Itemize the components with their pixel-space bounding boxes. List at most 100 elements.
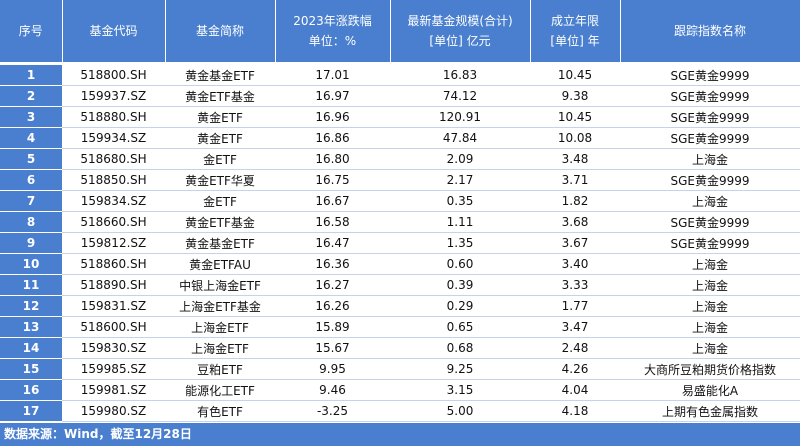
cell: 黄金ETF基金 <box>165 85 275 107</box>
header-line: 成立年限 <box>550 14 599 28</box>
cell: 3.48 <box>530 148 620 170</box>
cell: 1.77 <box>530 295 620 317</box>
row-index: 7 <box>0 190 62 212</box>
cell: 16.27 <box>275 274 390 296</box>
cell: 9.46 <box>275 379 390 401</box>
cell: 中银上海金ETF <box>165 274 275 296</box>
row-index: 8 <box>0 211 62 233</box>
row-index: 12 <box>0 295 62 317</box>
cell: 159834.SZ <box>62 190 165 212</box>
row-index: 3 <box>0 106 62 128</box>
cell: 518850.SH <box>62 169 165 191</box>
header-line: 基金简称 <box>195 24 244 38</box>
header-line: 2023年涨跌幅 <box>293 14 372 28</box>
cell: 黄金ETF基金 <box>165 211 275 233</box>
header-line: [单位] 亿元 <box>429 34 491 48</box>
cell: 黄金ETF <box>165 127 275 149</box>
row-index: 14 <box>0 337 62 359</box>
footer: 数据来源：Wind，截至12月28日 <box>0 423 800 446</box>
cell: 黄金ETF华夏 <box>165 169 275 191</box>
table-row: 6 518850.SH 黄金ETF华夏 16.75 2.17 3.71 SGE黄金9999 <box>0 169 800 191</box>
cell: 3.33 <box>530 274 620 296</box>
cell: 518860.SH <box>62 253 165 275</box>
cell: 159981.SZ <box>62 379 165 401</box>
cell: 黄金基金ETF <box>165 232 275 254</box>
cell: 3.40 <box>530 253 620 275</box>
cell: 金ETF <box>165 190 275 212</box>
cell: 3.67 <box>530 232 620 254</box>
table-row: 16 159981.SZ 能源化工ETF 9.46 3.15 4.04 易盛能化A <box>0 379 800 401</box>
cell: 15.67 <box>275 337 390 359</box>
cell: 上期有色金属指数 <box>620 400 800 422</box>
cell: 16.83 <box>390 63 530 86</box>
table-row: 8 518660.SH 黄金ETF基金 16.58 1.11 3.68 SGE黄金9999 <box>0 211 800 233</box>
row-index: 6 <box>0 169 62 191</box>
cell: SGE黄金9999 <box>620 85 800 107</box>
cell: 16.86 <box>275 127 390 149</box>
cell: 518880.SH <box>62 106 165 128</box>
table-row: 13 518600.SH 上海金ETF 15.89 0.65 3.47 上海金 <box>0 316 800 338</box>
header-line: 基金代码 <box>89 24 138 38</box>
row-index: 11 <box>0 274 62 296</box>
cell: SGE黄金9999 <box>620 63 800 86</box>
table-row: 12 159831.SZ 上海金ETF基金 16.26 0.29 1.77 上海金 <box>0 295 800 317</box>
cell: 上海金 <box>620 190 800 212</box>
cell: 74.12 <box>390 85 530 107</box>
cell: 0.29 <box>390 295 530 317</box>
cell: SGE黄金9999 <box>620 127 800 149</box>
cell: 0.39 <box>390 274 530 296</box>
table-row: 10 518860.SH 黄金ETFAU 16.36 0.60 3.40 上海金 <box>0 253 800 275</box>
table-row: 5 518680.SH 金ETF 16.80 2.09 3.48 上海金 <box>0 148 800 170</box>
table-row: 2 159937.SZ 黄金ETF基金 16.97 74.12 9.38 SGE黄金9999 <box>0 85 800 107</box>
table-row: 17 159980.SZ 有色ETF -3.25 5.00 4.18 上期有色金属指数 <box>0 400 800 422</box>
cell: SGE黄金9999 <box>620 106 800 128</box>
cell: 120.91 <box>390 106 530 128</box>
row-index: 4 <box>0 127 62 149</box>
table-row: 9 159812.SZ 黄金基金ETF 16.47 1.35 3.67 SGE黄金9999 <box>0 232 800 254</box>
cell: 16.97 <box>275 85 390 107</box>
cell: 15.89 <box>275 316 390 338</box>
cell: 3.71 <box>530 169 620 191</box>
cell: 159980.SZ <box>62 400 165 422</box>
cell: 159831.SZ <box>62 295 165 317</box>
cell: 1.11 <box>390 211 530 233</box>
table-row: 11 518890.SH 中银上海金ETF 16.27 0.39 3.33 上海金 <box>0 274 800 296</box>
cell: 1.35 <box>390 232 530 254</box>
cell: 金ETF <box>165 148 275 170</box>
header-line: 单位：% <box>308 34 357 48</box>
row-index: 10 <box>0 253 62 275</box>
cell: 16.58 <box>275 211 390 233</box>
cell: 5.00 <box>390 400 530 422</box>
column-header: 最新基金规模(合计) [单位] 亿元 <box>390 0 531 65</box>
cell: 518680.SH <box>62 148 165 170</box>
table-row: 7 159834.SZ 金ETF 16.67 0.35 1.82 上海金 <box>0 190 800 212</box>
cell: 上海金 <box>620 337 800 359</box>
cell: 518600.SH <box>62 316 165 338</box>
cell: 16.80 <box>275 148 390 170</box>
header-line: 跟踪指数名称 <box>673 24 746 38</box>
row-index: 5 <box>0 148 62 170</box>
row-index: 16 <box>0 379 62 401</box>
column-header: 成立年限 [单位] 年 <box>530 0 621 65</box>
cell: 上海金ETF <box>165 316 275 338</box>
table-body: 1 518800.SH 黄金基金ETF 17.01 16.83 10.45 SGE黄金999… <box>0 63 800 422</box>
cell: 豆粕ETF <box>165 358 275 380</box>
cell: 0.35 <box>390 190 530 212</box>
cell: 16.36 <box>275 253 390 275</box>
column-header: 跟踪指数名称 <box>620 0 800 65</box>
cell: 3.15 <box>390 379 530 401</box>
cell: 16.26 <box>275 295 390 317</box>
row-index: 9 <box>0 232 62 254</box>
header-row: 序号 基金代码 基金简称 2023年涨跌幅 单位：% 最新基金规模(合计) [单位] 亿元 成… <box>0 0 800 65</box>
cell: 16.67 <box>275 190 390 212</box>
column-header: 基金代码 <box>62 0 166 65</box>
cell: 16.75 <box>275 169 390 191</box>
cell: 上海金 <box>620 274 800 296</box>
cell: 10.45 <box>530 63 620 86</box>
cell: -3.25 <box>275 400 390 422</box>
table-row: 3 518880.SH 黄金ETF 16.96 120.91 10.45 SGE黄金9999 <box>0 106 800 128</box>
cell: 518800.SH <box>62 63 165 86</box>
cell: 上海金 <box>620 148 800 170</box>
cell: 9.25 <box>390 358 530 380</box>
